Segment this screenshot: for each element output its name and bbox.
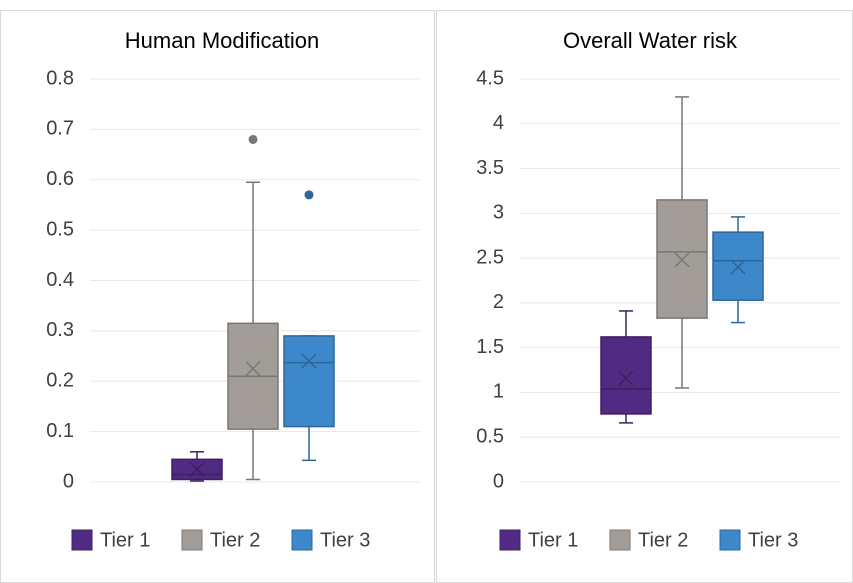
y-tick-label: 0 bbox=[493, 470, 504, 492]
box bbox=[600, 336, 652, 415]
chart-title: Overall Water risk bbox=[563, 28, 738, 53]
y-tick-label: 2 bbox=[493, 291, 504, 313]
y-tick-label: 0.5 bbox=[46, 218, 74, 240]
legend-label: Tier 2 bbox=[210, 529, 260, 551]
panel-border bbox=[0, 10, 435, 583]
panel-border bbox=[436, 10, 853, 583]
legend-label: Tier 3 bbox=[748, 529, 798, 551]
legend-swatch bbox=[291, 529, 313, 551]
y-tick-label: 3.5 bbox=[476, 157, 504, 179]
y-tick-label: 0.2 bbox=[46, 370, 74, 392]
y-tick-label: 0.3 bbox=[46, 319, 74, 341]
box bbox=[283, 335, 335, 428]
outlier bbox=[304, 190, 314, 200]
legend-swatch bbox=[719, 529, 741, 551]
y-tick-label: 4.5 bbox=[476, 67, 504, 89]
mean-marker bbox=[618, 370, 634, 386]
y-tick-label: 2.5 bbox=[476, 246, 504, 268]
y-tick-label: 0.4 bbox=[46, 269, 74, 291]
y-tick-label: 0.7 bbox=[46, 118, 74, 140]
legend-label: Tier 2 bbox=[638, 529, 688, 551]
mean-marker bbox=[674, 252, 690, 268]
legend-label: Tier 3 bbox=[320, 529, 370, 551]
mean-marker bbox=[245, 361, 261, 377]
legend-swatch bbox=[71, 529, 93, 551]
legend-swatch bbox=[181, 529, 203, 551]
mean-marker bbox=[301, 353, 317, 369]
y-tick-label: 0.8 bbox=[46, 67, 74, 89]
y-tick-label: 0.1 bbox=[46, 420, 74, 442]
legend-label: Tier 1 bbox=[100, 529, 150, 551]
y-tick-label: 1.5 bbox=[476, 336, 504, 358]
outlier bbox=[248, 134, 258, 144]
y-tick-label: 0 bbox=[63, 470, 74, 492]
y-tick-label: 4 bbox=[493, 112, 504, 134]
mean-marker bbox=[730, 259, 746, 275]
y-tick-label: 1 bbox=[493, 381, 504, 403]
y-tick-label: 0.6 bbox=[46, 168, 74, 190]
legend-label: Tier 1 bbox=[528, 529, 578, 551]
legend-swatch bbox=[499, 529, 521, 551]
legend-swatch bbox=[609, 529, 631, 551]
y-tick-label: 3 bbox=[493, 202, 504, 224]
chart-title: Human Modification bbox=[125, 28, 319, 53]
mean-marker bbox=[189, 461, 205, 477]
y-tick-label: 0.5 bbox=[476, 426, 504, 448]
